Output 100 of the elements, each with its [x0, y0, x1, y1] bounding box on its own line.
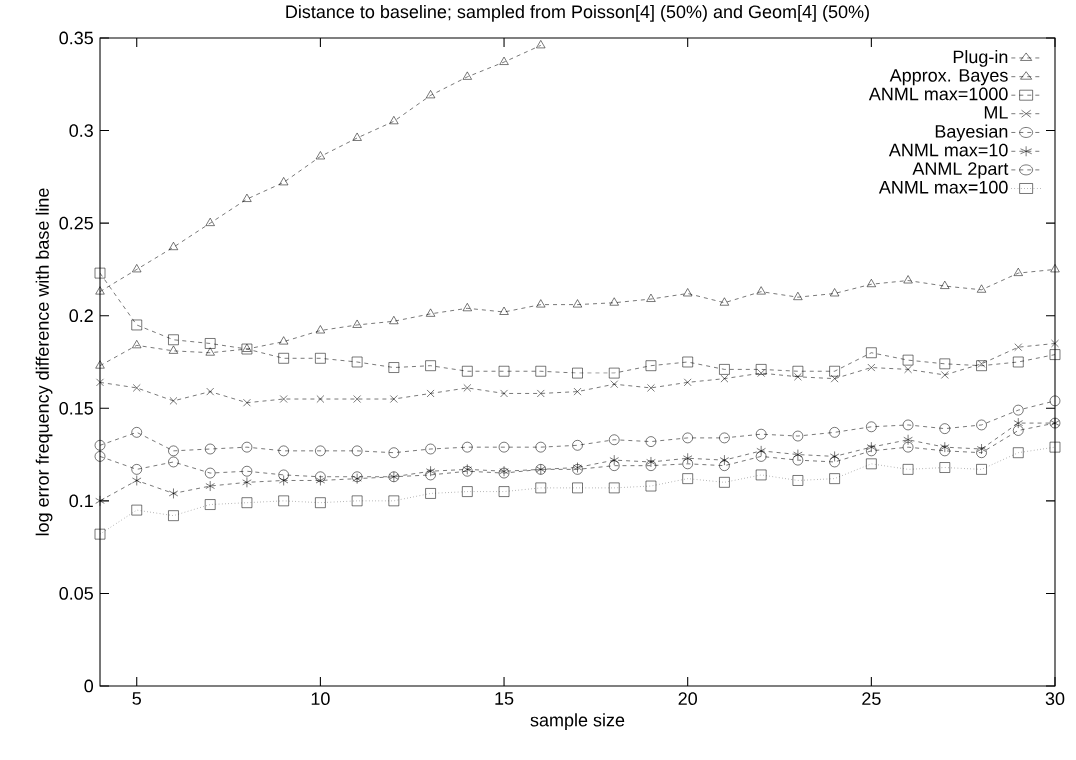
point — [829, 427, 840, 438]
point — [351, 356, 363, 368]
point — [939, 462, 951, 473]
point — [608, 434, 620, 446]
point — [131, 319, 143, 331]
point — [388, 495, 400, 507]
point — [535, 365, 547, 377]
point — [204, 499, 216, 510]
point — [1013, 404, 1024, 416]
point — [976, 284, 987, 293]
point — [792, 365, 804, 377]
point — [976, 443, 987, 455]
chart-title: Distance to baseline; sampled from Poisson[4] (50%) and Geom[4] (50%) — [286, 4, 869, 22]
x-tick-label: 30 — [1045, 692, 1065, 705]
point — [535, 482, 547, 494]
point — [756, 445, 766, 457]
point — [95, 286, 105, 295]
point — [204, 443, 216, 455]
legend-label: ANML max=10 — [888, 143, 1008, 157]
point — [976, 419, 987, 431]
point — [168, 345, 179, 354]
point — [425, 488, 436, 499]
point — [536, 40, 546, 49]
point — [902, 464, 914, 475]
point — [902, 419, 914, 431]
point — [315, 497, 326, 508]
point — [498, 486, 510, 497]
point — [572, 367, 583, 379]
point — [241, 497, 253, 508]
point — [719, 460, 730, 471]
point — [279, 336, 289, 345]
point — [755, 428, 767, 440]
point — [352, 319, 362, 328]
point — [829, 456, 840, 468]
point — [241, 441, 253, 453]
point — [1013, 425, 1024, 436]
point — [647, 384, 655, 392]
point — [866, 421, 877, 433]
point — [462, 303, 472, 312]
point — [1049, 395, 1061, 407]
point — [1049, 441, 1061, 453]
point — [278, 495, 289, 507]
point — [278, 353, 289, 364]
point — [683, 378, 692, 387]
point — [719, 297, 730, 306]
point — [645, 360, 657, 371]
point — [610, 380, 619, 389]
point — [351, 495, 363, 507]
point — [573, 387, 582, 396]
point — [132, 264, 142, 273]
legend-label: Plug-in — [953, 50, 1008, 67]
point — [94, 451, 106, 462]
point — [536, 389, 545, 398]
point — [169, 397, 178, 405]
point — [794, 373, 802, 381]
point — [830, 374, 839, 383]
point — [535, 441, 547, 453]
point — [792, 475, 804, 486]
point — [976, 447, 987, 458]
point — [940, 280, 950, 289]
point — [94, 267, 106, 279]
point — [1014, 343, 1023, 351]
point — [351, 445, 363, 457]
point — [242, 477, 252, 488]
point — [353, 395, 361, 403]
point — [131, 504, 143, 516]
point — [352, 132, 362, 141]
point — [94, 440, 106, 451]
point — [499, 306, 509, 315]
point — [205, 480, 215, 492]
y-tick-label: 0.1 — [69, 494, 93, 508]
point — [315, 325, 325, 334]
point — [241, 465, 253, 477]
point — [682, 432, 693, 444]
point — [646, 293, 656, 302]
point — [1050, 264, 1060, 273]
point — [498, 365, 510, 377]
point — [388, 447, 400, 458]
y-axis-title: log error frequency difference with base line — [35, 188, 53, 536]
point — [866, 445, 877, 457]
y-tick-label: 0.2 — [69, 309, 93, 323]
point — [866, 441, 876, 453]
point — [1051, 339, 1059, 348]
x-tick-label: 20 — [678, 692, 697, 705]
point — [572, 482, 583, 494]
point — [389, 116, 399, 125]
point — [132, 340, 142, 349]
point — [279, 475, 289, 486]
point — [462, 365, 473, 377]
point — [903, 434, 913, 446]
y-tick-label: 0.05 — [59, 587, 93, 600]
point — [682, 356, 693, 368]
y-tick-label: 0.3 — [69, 124, 93, 137]
point — [866, 278, 876, 287]
point — [609, 454, 619, 466]
point — [902, 354, 914, 366]
point — [168, 456, 179, 468]
legend-label: Approx. Bayes — [889, 69, 1008, 86]
point — [206, 387, 214, 396]
point — [793, 291, 803, 300]
